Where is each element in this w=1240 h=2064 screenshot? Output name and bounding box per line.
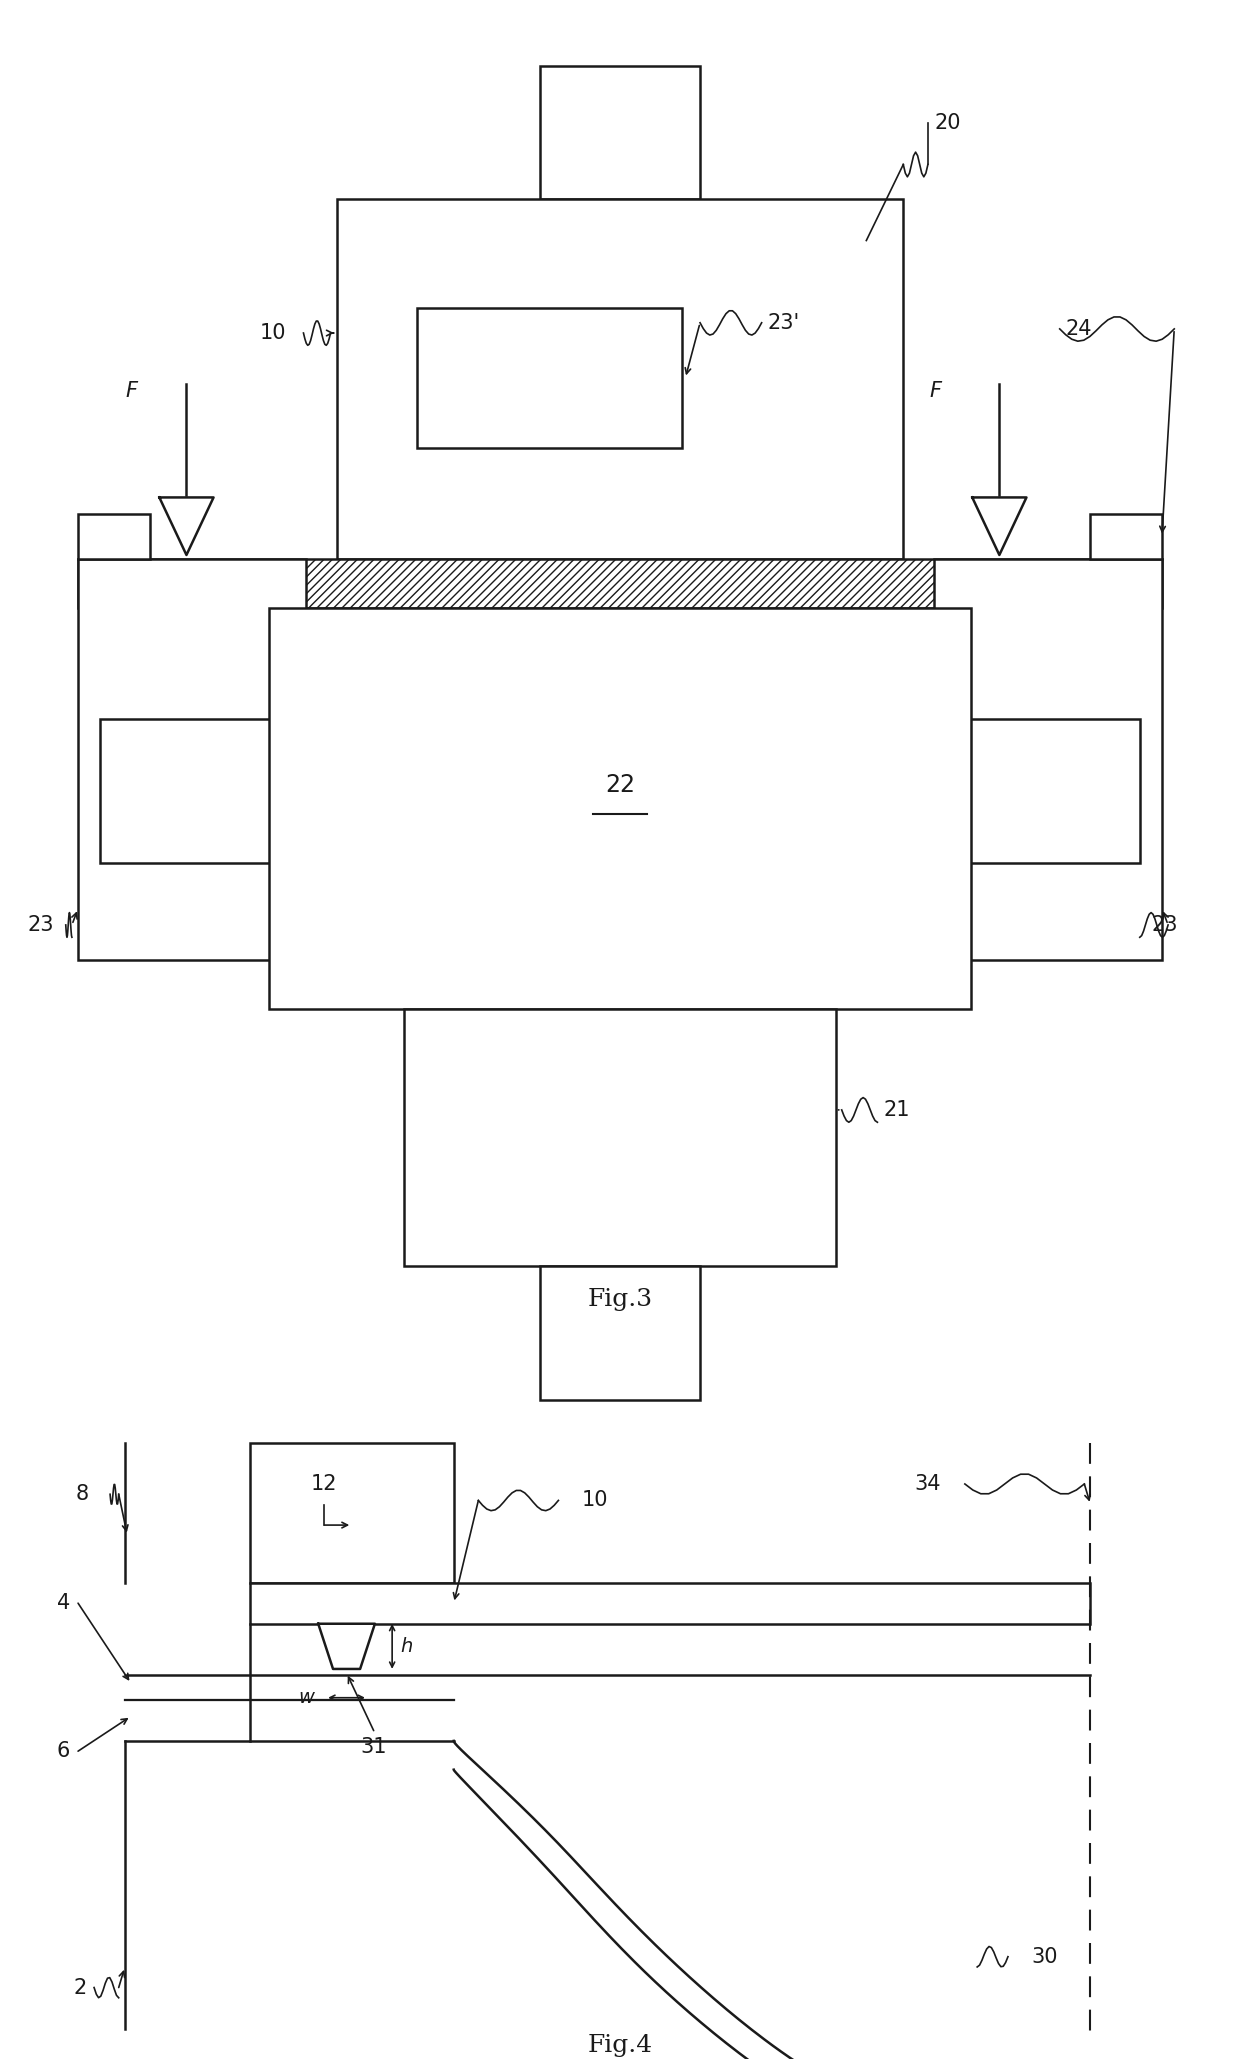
Text: 23: 23 [27, 914, 55, 935]
Text: 10: 10 [259, 322, 286, 343]
Text: 20: 20 [934, 114, 961, 134]
Polygon shape [160, 497, 213, 555]
Text: 4: 4 [57, 1593, 69, 1614]
Bar [404, 1009, 836, 1265]
Polygon shape [972, 497, 1027, 555]
Text: F: F [929, 380, 941, 400]
Text: 23': 23' [768, 314, 800, 332]
Bar [78, 559, 1162, 609]
Text: 10: 10 [582, 1490, 609, 1511]
Text: 31: 31 [361, 1738, 387, 1756]
Text: h: h [401, 1637, 413, 1655]
Bar [100, 720, 285, 863]
Text: 34: 34 [915, 1474, 941, 1494]
Text: Fig.3: Fig.3 [588, 1288, 652, 1311]
Text: F: F [125, 380, 138, 400]
Text: 23: 23 [1151, 914, 1178, 935]
Text: w: w [298, 1688, 314, 1707]
Bar [539, 66, 701, 200]
Text: 21: 21 [884, 1100, 910, 1121]
Bar [955, 720, 1140, 863]
Bar [78, 559, 306, 960]
Text: 2: 2 [73, 1977, 87, 1998]
Bar [78, 514, 150, 559]
Text: 12: 12 [311, 1474, 337, 1494]
Bar [250, 1583, 1090, 1624]
Text: 30: 30 [1032, 1946, 1058, 1967]
Bar [934, 559, 1162, 960]
Bar [1090, 514, 1162, 559]
Text: 8: 8 [76, 1484, 89, 1505]
Bar [417, 308, 682, 448]
Bar [250, 1443, 454, 1583]
Bar [337, 200, 903, 559]
Polygon shape [319, 1624, 374, 1670]
Text: Fig.4: Fig.4 [588, 2033, 652, 2056]
Text: 24: 24 [1066, 320, 1092, 338]
Bar [269, 609, 971, 1009]
Text: 22: 22 [605, 774, 635, 797]
Bar [539, 1265, 701, 1399]
Text: 6: 6 [57, 1742, 69, 1761]
